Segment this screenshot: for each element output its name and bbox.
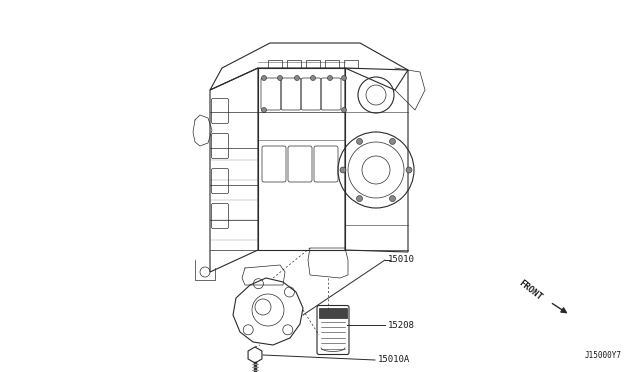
- Circle shape: [356, 138, 362, 144]
- Bar: [319, 308, 347, 317]
- Text: 15010: 15010: [388, 256, 415, 264]
- Circle shape: [342, 76, 346, 80]
- Text: J15000Y7: J15000Y7: [585, 350, 622, 359]
- Circle shape: [340, 167, 346, 173]
- Circle shape: [310, 76, 316, 80]
- Circle shape: [390, 138, 396, 144]
- Circle shape: [328, 76, 333, 80]
- Circle shape: [294, 76, 300, 80]
- Circle shape: [406, 167, 412, 173]
- Circle shape: [390, 196, 396, 202]
- Circle shape: [342, 108, 346, 112]
- Text: 15010A: 15010A: [378, 356, 410, 365]
- Circle shape: [262, 76, 266, 80]
- Circle shape: [278, 76, 282, 80]
- Circle shape: [262, 108, 266, 112]
- Circle shape: [356, 196, 362, 202]
- Text: 15208: 15208: [388, 321, 415, 330]
- Text: FRONT: FRONT: [516, 278, 543, 302]
